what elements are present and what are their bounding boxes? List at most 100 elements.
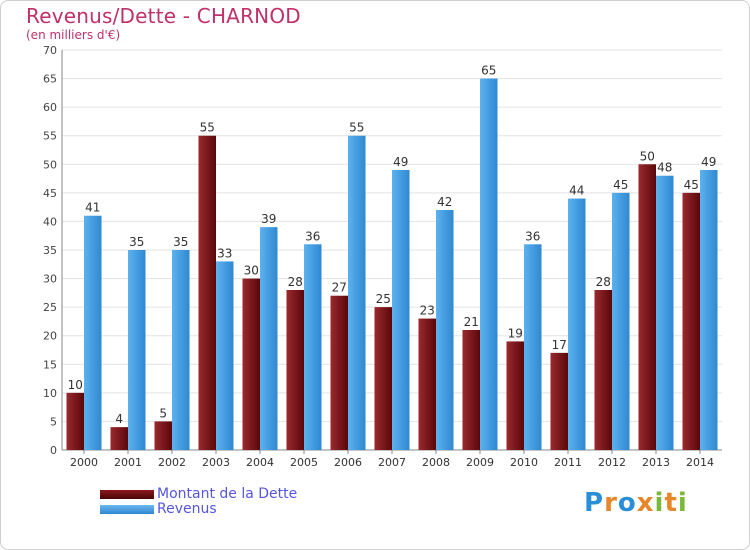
data-label: 33: [217, 246, 232, 260]
data-label: 36: [305, 229, 320, 243]
x-tick-label: 2007: [378, 456, 406, 469]
bar-revenus: [172, 250, 190, 450]
proxiti-logo: Proxiti: [584, 488, 688, 518]
y-tick-label: 50: [43, 158, 57, 171]
data-label: 28: [596, 275, 611, 289]
data-label: 45: [684, 178, 699, 192]
y-tick-label: 55: [43, 130, 57, 143]
data-label: 35: [129, 235, 144, 249]
bar-dette: [550, 352, 568, 450]
data-label: 65: [481, 64, 496, 78]
data-label: 4: [115, 412, 123, 426]
data-label: 21: [464, 315, 479, 329]
data-label: 48: [657, 161, 672, 175]
bar-dette: [286, 290, 304, 450]
y-tick-label: 35: [43, 244, 57, 257]
data-label: 41: [85, 201, 100, 215]
legend-label-revenus: Revenus: [157, 501, 217, 517]
bar-dette: [638, 164, 656, 451]
y-tick-label: 20: [43, 330, 57, 343]
data-label: 55: [200, 121, 215, 135]
data-label: 44: [569, 184, 584, 198]
bar-dette: [374, 307, 392, 450]
x-tick-label: 2000: [70, 456, 98, 469]
bar-dette: [242, 278, 260, 450]
bar-revenus: [480, 78, 498, 451]
data-label: 25: [376, 292, 391, 306]
x-tick-label: 2011: [554, 456, 582, 469]
data-label: 27: [332, 281, 347, 295]
legend-swatch-revenus: [100, 504, 154, 514]
y-tick-label: 60: [43, 101, 57, 114]
data-label: 30: [244, 264, 259, 278]
chart-subtitle: (en milliers d'€): [26, 28, 121, 42]
bar-dette: [418, 318, 436, 450]
bar-dette: [110, 427, 128, 450]
y-tick-label: 10: [43, 387, 57, 400]
y-tick-label: 65: [43, 73, 57, 86]
data-label: 17: [552, 338, 567, 352]
y-tick-label: 5: [50, 415, 57, 428]
bar-revenus: [700, 170, 718, 450]
legend-item-revenus: Revenus: [100, 501, 217, 517]
bar-dette: [462, 330, 480, 450]
x-tick-label: 2005: [290, 456, 318, 469]
data-label: 49: [393, 155, 408, 169]
data-label: 39: [261, 212, 276, 226]
bar-revenus: [656, 175, 674, 450]
bar-revenus: [392, 170, 410, 450]
legend-item-dette: Montant de la Dette: [100, 486, 297, 502]
bar-dette: [506, 341, 524, 450]
y-tick-label: 15: [43, 358, 57, 371]
bar-dette: [154, 421, 172, 450]
data-label: 36: [525, 229, 540, 243]
x-tick-label: 2001: [114, 456, 142, 469]
data-label: 50: [640, 149, 655, 163]
y-tick-label: 70: [43, 44, 57, 57]
bar-revenus: [304, 244, 322, 450]
data-label: 45: [613, 178, 628, 192]
data-label: 49: [701, 155, 716, 169]
data-label: 10: [68, 378, 83, 392]
x-tick-label: 2008: [422, 456, 450, 469]
bar-dette: [330, 295, 348, 450]
bar-dette: [198, 135, 216, 450]
y-tick-label: 0: [50, 444, 57, 457]
data-label: 19: [508, 326, 523, 340]
y-tick-label: 30: [43, 273, 57, 286]
bar-revenus: [524, 244, 542, 450]
data-label: 35: [173, 235, 188, 249]
y-tick-label: 25: [43, 301, 57, 314]
bar-dette: [66, 392, 84, 450]
y-tick-label: 40: [43, 215, 57, 228]
x-tick-label: 2013: [642, 456, 670, 469]
data-label: 55: [349, 121, 364, 135]
bar-dette: [682, 192, 700, 450]
data-label: 23: [420, 304, 435, 318]
x-tick-label: 2003: [202, 456, 230, 469]
bar-revenus: [260, 227, 278, 450]
bar-revenus: [348, 135, 366, 450]
bar-revenus: [436, 210, 454, 450]
x-tick-label: 2012: [598, 456, 626, 469]
y-tick-label: 45: [43, 187, 57, 200]
bar-revenus: [84, 215, 102, 450]
x-tick-label: 2009: [466, 456, 494, 469]
bar-dette: [594, 290, 612, 450]
bar-revenus: [568, 198, 586, 450]
data-label: 28: [288, 275, 303, 289]
chart-title: Revenus/Dette - CHARNOD: [26, 4, 301, 28]
legend-label-dette: Montant de la Dette: [157, 486, 298, 502]
bar-revenus: [128, 250, 146, 450]
bar-revenus: [216, 261, 234, 450]
data-label: 5: [159, 406, 167, 420]
bar-revenus: [612, 192, 630, 450]
x-tick-label: 2006: [334, 456, 362, 469]
x-tick-label: 2010: [510, 456, 538, 469]
x-tick-label: 2002: [158, 456, 186, 469]
x-tick-label: 2014: [686, 456, 714, 469]
data-label: 42: [437, 195, 452, 209]
x-tick-label: 2004: [246, 456, 274, 469]
legend-swatch-dette: [100, 489, 154, 499]
